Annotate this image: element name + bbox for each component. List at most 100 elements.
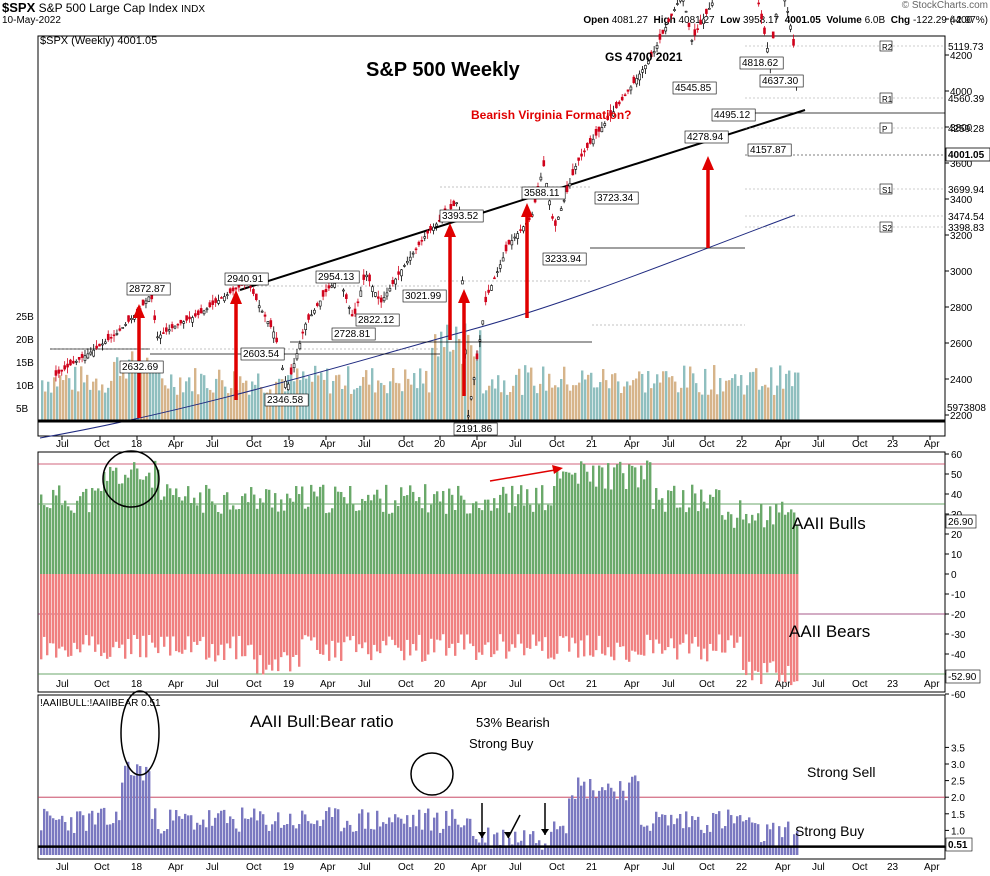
bears-bar [253,574,256,660]
ratio-legend: !AAIIBULL:!AAIIBEAR 0.51 [40,698,161,709]
ratio-bar [547,847,550,855]
bears-bar [337,574,340,643]
volume-bar [80,366,83,420]
bears-bar [607,574,610,648]
bears-bar [784,574,787,683]
price-candle-body [144,300,148,304]
ratio-bar [688,827,691,855]
x-axis-label: Apr [924,679,940,690]
bears-bar [367,574,370,655]
ratio-tick-label: 1.5 [951,810,965,821]
bulls-bar [613,467,616,574]
volume-bar [344,385,347,420]
price-candle-body [403,265,406,267]
ratio-bar [361,809,364,855]
ratio-bar [754,823,757,855]
bears-bar [43,574,46,637]
volume-bar [356,388,359,420]
volume-bar [692,373,695,420]
bulls-bar [163,496,166,574]
bulls-bar [133,462,136,574]
price-chart-title: S&P 500 Weekly [366,59,521,81]
bulls-bar [727,511,730,574]
price-candle-body [586,142,589,148]
bears-bar [637,574,640,655]
bulls-bar [226,492,229,574]
volume-bar [77,391,80,420]
price-candle-body [574,166,578,170]
bulls-bar [769,506,772,574]
ratio-bar [358,813,361,855]
price-candle-body [490,285,493,291]
price-candle-body [411,252,415,255]
volume-bar [44,391,47,420]
ratio-bar [433,817,436,855]
bulls-bar [259,498,262,574]
price-candle-body [249,286,252,288]
bulls-bar [706,508,709,574]
bulls-bar [565,471,568,574]
x-axis-label: Oct [94,439,110,450]
ratio-bar [280,827,283,855]
ratio-bar [343,827,346,855]
bears-bar [55,574,58,658]
bulls-series-label: AAII Bulls [792,514,866,533]
bears-series-label: AAII Bears [789,622,870,641]
ratio-bar [646,825,649,855]
price-candle-body [353,308,357,314]
volume-bar [506,394,509,420]
volume-bar [401,391,404,420]
ratio-bar [721,828,724,855]
bears-bar [757,574,760,672]
price-annotation-box [355,313,400,327]
price-candle-body [426,230,429,234]
bears-bar [112,574,115,648]
ratio-bar [187,815,190,855]
volume-bar [728,380,731,420]
volume-bar [461,363,464,420]
volume-bar [485,390,488,420]
price-candle-body [167,329,171,332]
ratio-bar [631,776,634,855]
ratio-bar [403,823,406,855]
price-candle-body [417,241,421,246]
ratio-bar [256,820,259,855]
bulls-bar [235,509,238,574]
ratio-tick-label: 2.5 [951,777,965,788]
volume-bar [722,391,725,420]
volume-bar [41,380,44,420]
volume-bar [701,394,704,420]
volume-bar [500,392,503,420]
bulls-bar [694,493,697,574]
bears-bar [574,574,577,644]
price-legend: $SPX (Weekly) 4001.05 [40,35,157,47]
bears-bar [412,574,415,645]
bulls-bar [58,485,61,574]
bears-bar [646,574,649,635]
ratio-bar [634,775,637,855]
x-axis-label: Apr [924,862,940,873]
price-candle-body [214,298,217,303]
volume-bar [155,367,158,420]
x-axis-label: Apr [624,679,640,690]
price-annotation: 3588.11 [524,188,560,199]
ratio-bar [226,823,229,855]
volume-bar [239,376,242,420]
volume-bar [776,385,779,420]
bulls-bar [394,500,397,574]
volume-bar [260,386,263,420]
bears-bar [583,574,586,657]
ratio-bar [469,818,472,855]
price-annotation-box [542,252,587,266]
ratio-bar [367,812,370,855]
bulls-bar [409,485,412,574]
bears-bar [745,574,748,676]
bulls-bar [703,501,706,574]
volume-bar [389,381,392,420]
price-candle-body [330,285,334,288]
volume-bar [632,380,635,420]
price-candle-body [400,269,403,277]
bulls-bar [559,478,562,574]
volume-bar [416,388,419,420]
price-tick-label: 2400 [950,375,973,386]
